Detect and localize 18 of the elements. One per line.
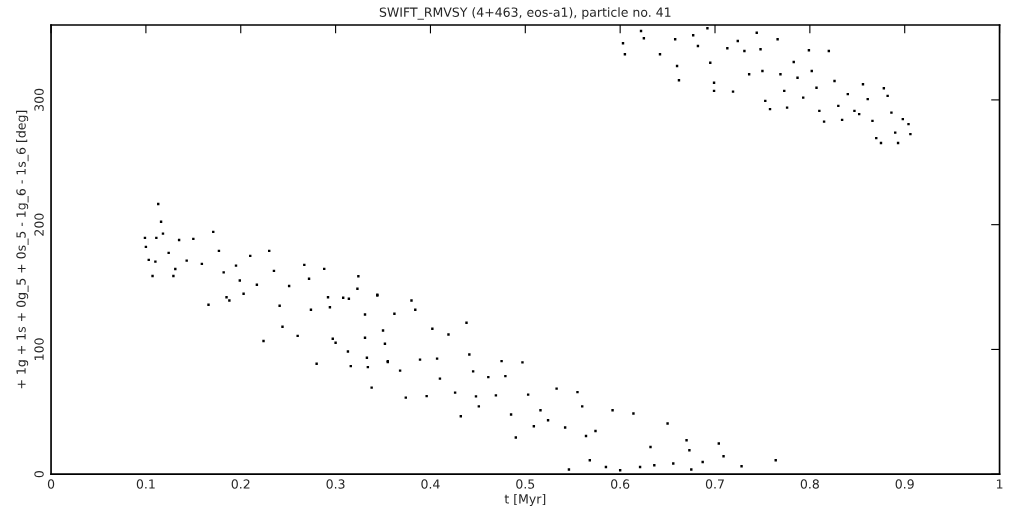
x-tick-label: 0.4 <box>421 479 440 489</box>
y-tick-label: 0 <box>34 471 44 478</box>
x-tick-label: 0.8 <box>800 479 819 489</box>
y-tick-label: 100 <box>34 338 44 360</box>
chart-title: SWIFT_RMVSY (4+463, eos-a1), particle no. 41 <box>379 7 671 20</box>
y-tick-label: 200 <box>34 213 44 236</box>
y-axis-title: + 1g + 1s + 0g_5 + 0s_5 - 1g_6 - 1s_6 [deg] <box>16 110 29 389</box>
x-tick-label: 0.7 <box>705 479 724 489</box>
x-tick-label: 0.5 <box>516 479 535 489</box>
x-tick-label: 0 <box>47 479 55 489</box>
x-tick-label: 0.1 <box>136 479 155 489</box>
x-axis-title: t [Myr] <box>504 493 546 507</box>
x-tick-label: 0.2 <box>231 479 250 489</box>
y-tick-label: 300 <box>34 88 44 111</box>
x-tick-label: 1 <box>996 479 1003 489</box>
x-tick-label: 0.6 <box>611 479 630 489</box>
x-tick-label: 0.3 <box>326 479 345 489</box>
x-tick-label: 0.9 <box>895 479 914 489</box>
